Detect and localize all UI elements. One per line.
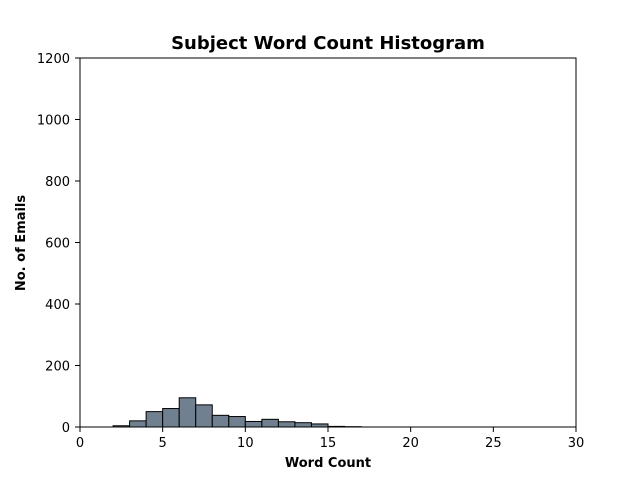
chart-title: Subject Word Count Histogram (171, 33, 485, 54)
histogram-bar-11 (294, 422, 312, 428)
x-tick-label-1: 5 (159, 436, 167, 451)
y-tick-label-2: 400 (45, 298, 70, 313)
histogram-bar-1 (129, 420, 147, 428)
x-axis-ticks: 0 5 10 15 20 25 30 (76, 427, 584, 451)
bars-group (112, 397, 362, 428)
y-axis-label: No. of Emails (14, 195, 29, 291)
x-tick-label-3: 15 (320, 436, 337, 451)
x-tick-label-6: 30 (568, 436, 585, 451)
histogram-bar-7 (228, 416, 246, 428)
y-tick-label-1: 200 (45, 360, 70, 375)
histogram-bar-9 (261, 418, 279, 428)
x-tick-label-5: 25 (485, 436, 502, 451)
histogram-bar-5 (195, 404, 213, 428)
y-tick-label-3: 600 (45, 237, 70, 252)
y-axis-ticks: 0 200 400 600 800 1000 1200 (37, 52, 80, 436)
histogram-bar-2 (145, 411, 164, 428)
y-tick-label-0: 0 (62, 421, 70, 436)
x-tick-label-0: 0 (76, 436, 84, 451)
plot-frame (79, 57, 577, 428)
histogram-bar-4 (178, 397, 197, 428)
x-axis-label: Word Count (285, 456, 371, 471)
x-tick-label-2: 10 (237, 436, 254, 451)
histogram-bar-6 (211, 414, 230, 428)
y-tick-label-5: 1000 (37, 114, 70, 129)
histogram-bar-3 (162, 408, 180, 428)
histogram-bar-8 (244, 420, 263, 428)
y-tick-label-4: 800 (45, 175, 70, 190)
y-tick-label-6: 1200 (37, 52, 70, 67)
histogram-bar-10 (277, 421, 296, 428)
x-tick-label-4: 20 (402, 436, 419, 451)
